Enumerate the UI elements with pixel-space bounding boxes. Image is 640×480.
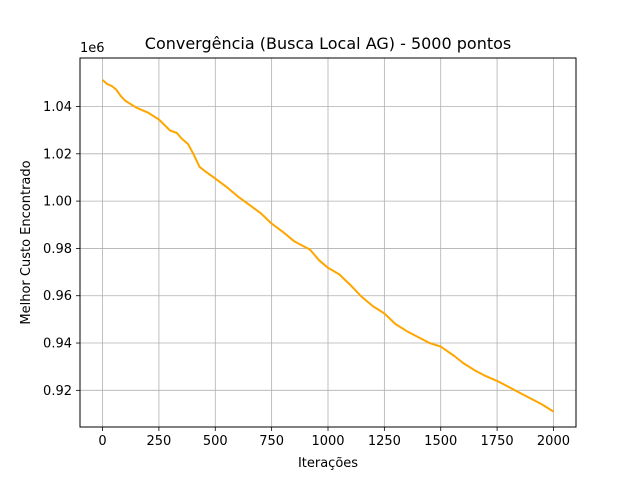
- plot-area: [101, 79, 555, 413]
- y-tick-label: 1.04: [43, 100, 72, 115]
- x-tick-label: 250: [146, 434, 171, 449]
- x-tick-label: 1000: [311, 434, 344, 449]
- x-axis-label: Iterações: [298, 456, 358, 471]
- y-tick-label: 0.92: [43, 384, 72, 399]
- x-tick-label: 500: [203, 434, 228, 449]
- y-tick-label: 1.00: [43, 195, 72, 210]
- x-tick-label: 750: [259, 434, 284, 449]
- x-tick-label: 0: [98, 434, 106, 449]
- y-tick-label: 0.94: [43, 337, 72, 352]
- y-tick-label: 0.96: [43, 289, 72, 304]
- grid: [80, 58, 576, 427]
- x-tick-label: 1750: [481, 434, 514, 449]
- series-line: [101, 79, 555, 413]
- y-offset-label: 1e6: [80, 41, 105, 56]
- y-tick-label: 0.98: [43, 242, 72, 257]
- ticks: 0 250 500 750 1000 1250 1500 1750 2000 0.92 0.94 0.…: [43, 100, 570, 449]
- chart-title: Convergência (Busca Local AG) - 5000 pon…: [145, 34, 511, 53]
- y-tick-label: 1.02: [43, 147, 72, 162]
- x-tick-label: 1500: [424, 434, 457, 449]
- x-tick-label: 1250: [368, 434, 401, 449]
- y-axis-label: Melhor Custo Encontrado: [19, 160, 34, 324]
- x-tick-label: 2000: [537, 434, 570, 449]
